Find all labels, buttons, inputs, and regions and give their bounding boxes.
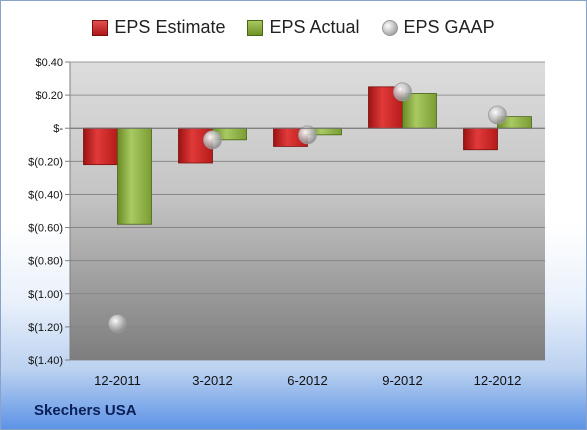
legend-item-eps-actual: EPS Actual [247,17,360,38]
legend: EPS Estimate EPS Actual EPS GAAP [1,17,586,38]
company-name: Skechers USA [34,402,137,419]
marker-eps-gaap [203,130,222,150]
y-tick-label: $0.40 [35,57,63,69]
x-tick-label: 12-2011 [94,373,141,388]
y-tick-label: $0.20 [35,90,63,102]
legend-swatch-eps-estimate [92,19,109,36]
legend-item-eps-estimate: EPS Estimate [92,17,225,38]
y-tick-label: $(1.40) [28,355,63,367]
y-tick-label: $- [53,123,63,135]
y-tick-label: $(0.80) [28,256,63,268]
bar-eps-estimate [83,127,118,166]
x-tick-label: 3-2012 [192,373,232,388]
legend-label-eps-actual: EPS Actual [269,17,360,37]
legend-label-eps-estimate: EPS Estimate [114,17,226,37]
marker-eps-gaap [393,82,412,102]
y-tick-label: $(1.00) [28,289,63,301]
legend-swatch-eps-actual [247,19,264,36]
y-tick-label: $(0.60) [28,223,63,235]
legend-label-eps-gaap: EPS GAAP [403,17,495,37]
legend-swatch-eps-gaap [381,19,398,36]
legend-item-eps-gaap: EPS GAAP [381,17,495,38]
y-tick-label: $(0.20) [28,156,63,168]
marker-eps-gaap [108,314,127,333]
marker-eps-gaap [298,125,317,145]
x-tick-label: 6-2012 [287,373,327,388]
y-tick-label: $(0.40) [28,189,63,201]
marker-eps-gaap [488,105,507,125]
x-tick-label: 9-2012 [382,373,422,388]
bar-eps-estimate [463,127,498,151]
y-tick-label: $(1.20) [28,322,63,334]
bar-eps-actual [117,127,152,225]
x-tick-label: 12-2012 [474,373,522,388]
